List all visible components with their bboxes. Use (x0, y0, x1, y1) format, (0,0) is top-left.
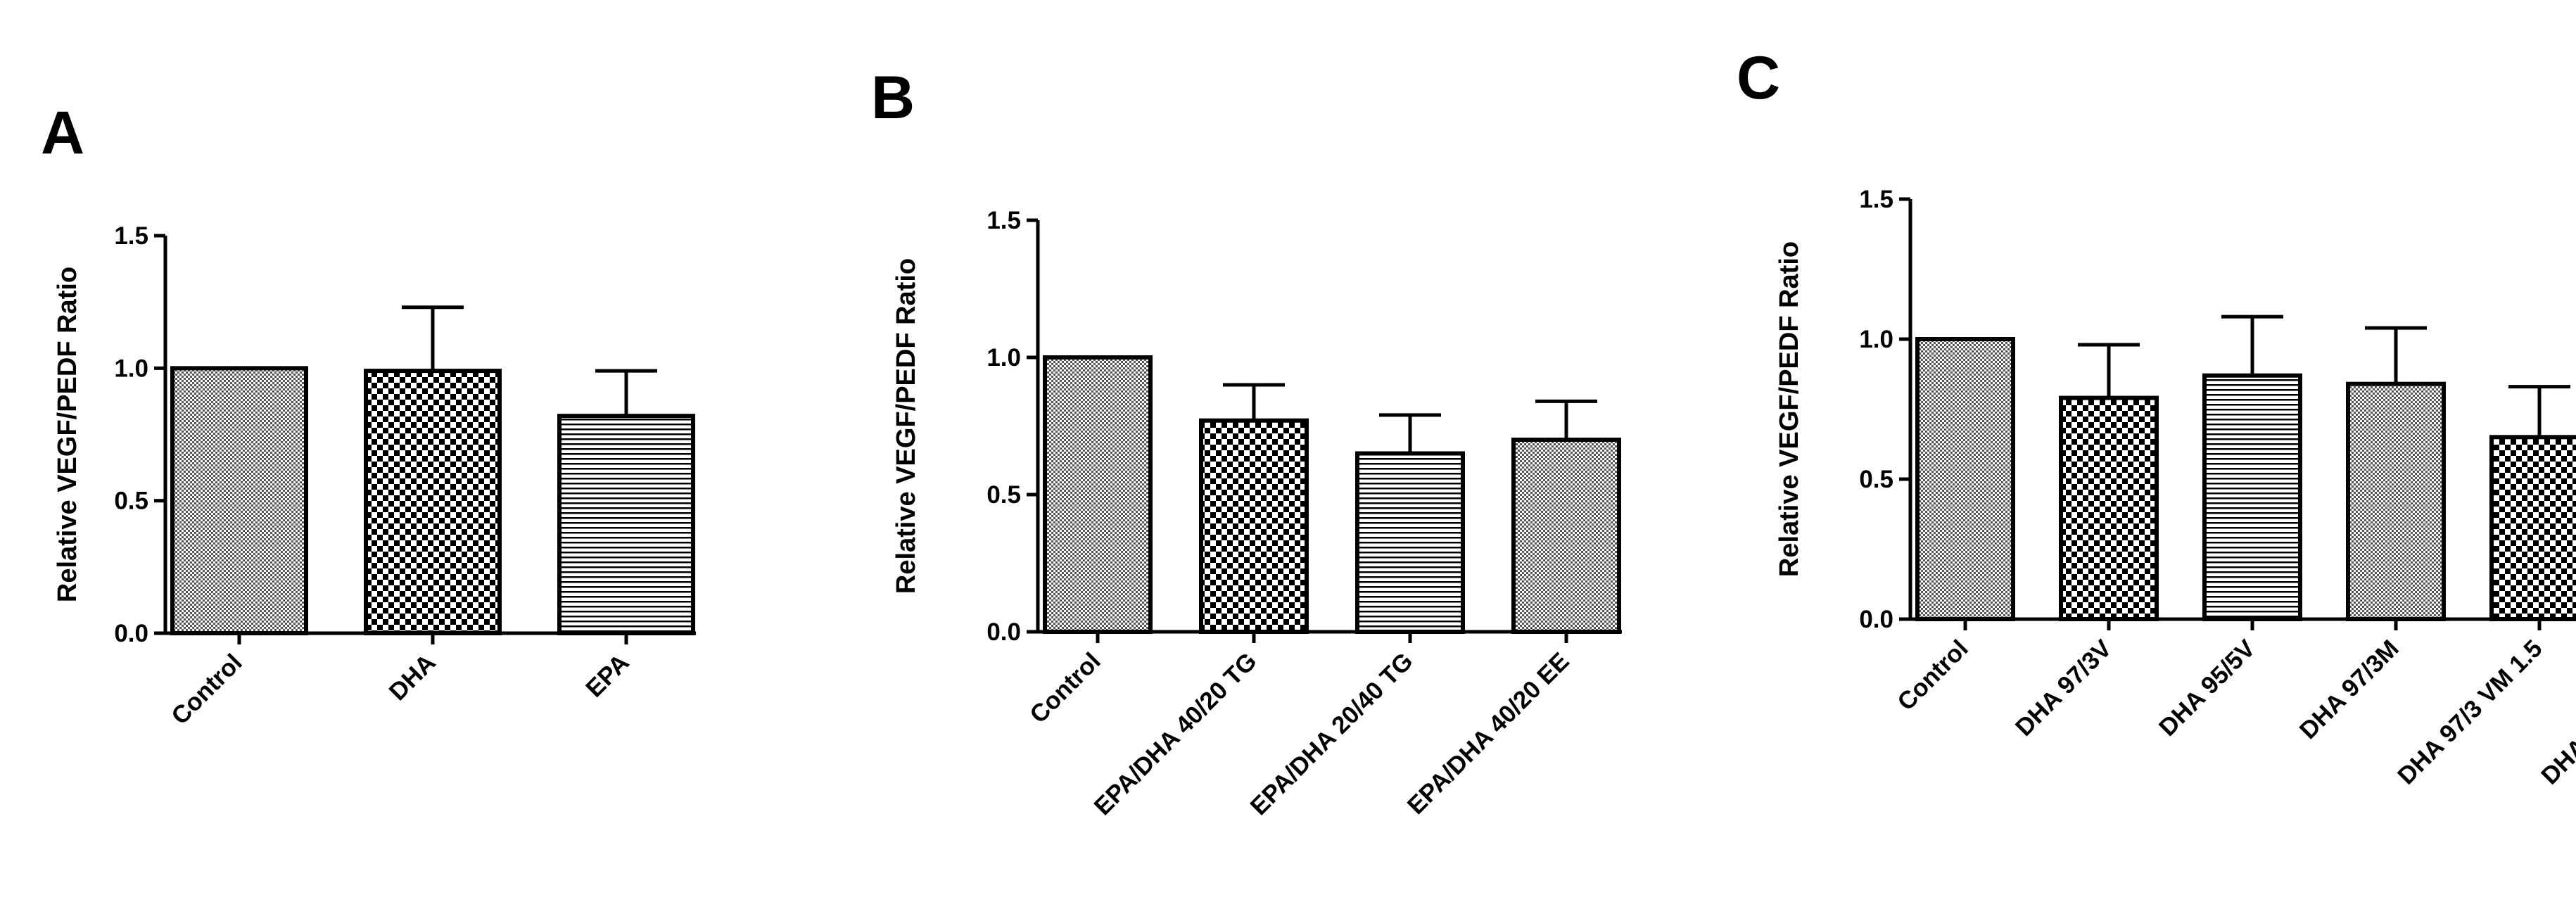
y-tick-label: 1.5 (986, 207, 1021, 234)
bar-3 (557, 414, 695, 636)
y-tick-label: 0.0 (1859, 606, 1893, 633)
y-tick-label: 1.5 (114, 222, 148, 250)
x-tick-label: DHA 97/3V (2010, 635, 2117, 742)
x-tick-label: EPA (580, 649, 635, 703)
bar-3 (1355, 451, 1465, 634)
x-tick-label: EPA/DHA 40/20 EE (1402, 647, 1575, 820)
y-tick-label: 0.5 (986, 481, 1021, 509)
x-tick-label: DHA (383, 649, 440, 706)
y-tick-label: 0.5 (1859, 466, 1893, 493)
bar-4 (1511, 438, 1621, 634)
panel-letter: C (1737, 44, 1780, 112)
panel-a: A Relative VEGF/PEDF Ratio 0.0 0.5 1.0 1.5 Con… (41, 99, 696, 730)
x-tick-label: DHA 97/3M (2295, 635, 2404, 744)
panel-letter: A (41, 99, 84, 167)
x-tick-label: Control (1024, 647, 1106, 729)
bar-2 (1199, 418, 1309, 634)
panel-c: C Relative VEGF/PEDF Ratio 0.0 0.5 1.0 1.5 Con… (1737, 44, 2576, 790)
bar-1 (1915, 337, 2015, 621)
x-tick-label: DHA 95/5V (2154, 635, 2261, 742)
x-tick-label: DHA 97/3 VM 1.5 (2392, 635, 2548, 790)
y-tick-label: 1.0 (1859, 326, 1893, 353)
bar-2 (2059, 395, 2159, 622)
x-tick-label: EPA/DHA 40/20 TG (1089, 647, 1262, 820)
bar-4 (2346, 381, 2446, 621)
y-tick-label: 0.5 (114, 488, 148, 515)
y-tick-label: 0.0 (114, 620, 148, 647)
bar-1 (170, 366, 308, 635)
y-axis-label: Relative VEGF/PEDF Ratio (892, 258, 921, 594)
bar-2 (364, 369, 502, 635)
x-tick-label: Control (166, 649, 248, 730)
y-tick-label: 1.0 (986, 344, 1021, 371)
y-axis-label: Relative VEGF/PEDF Ratio (53, 267, 82, 602)
x-tick-label: Control (1892, 635, 1974, 716)
y-tick-label: 1.0 (114, 355, 148, 382)
bar-1 (1043, 355, 1153, 634)
bar-3 (2202, 373, 2302, 621)
panel-letter: B (871, 64, 915, 132)
y-tick-label: 0.0 (986, 618, 1021, 646)
x-tick-label: EPA/DHA 20/40 TG (1245, 647, 1418, 820)
y-axis-label: Relative VEGF/PEDF Ratio (1775, 241, 1804, 577)
bar-5 (2489, 435, 2576, 621)
y-tick-label: 1.5 (1859, 186, 1893, 213)
panel-b: B Relative VEGF/PEDF Ratio 0.0 0.5 1.0 1.5 Con… (871, 64, 1622, 820)
